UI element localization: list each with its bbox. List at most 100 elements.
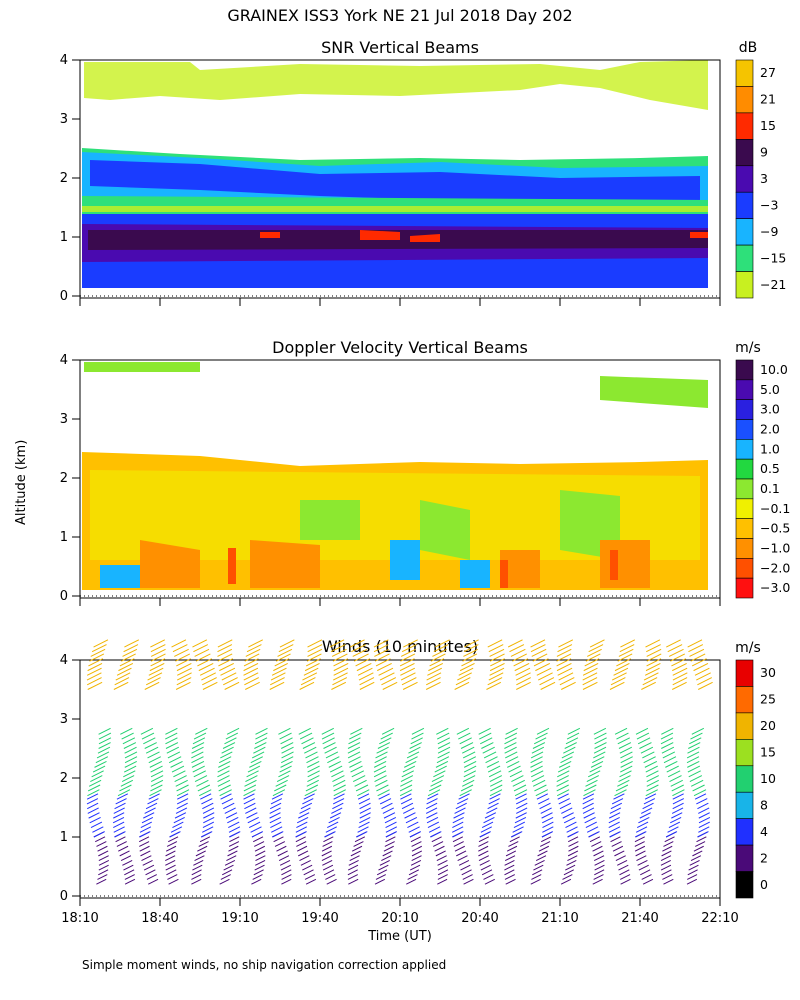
wind-barb bbox=[192, 737, 206, 745]
wind-barb bbox=[584, 784, 597, 792]
wind-barb bbox=[400, 648, 416, 657]
wind-barb bbox=[430, 831, 442, 838]
wind-barb bbox=[642, 677, 658, 686]
wind-barb bbox=[567, 855, 578, 862]
wind-barb bbox=[220, 667, 236, 676]
wind-barb bbox=[563, 746, 576, 754]
wind-barb bbox=[434, 845, 445, 852]
wind-barb bbox=[304, 746, 317, 754]
wind-barb bbox=[689, 737, 702, 745]
wind-barb bbox=[218, 658, 234, 667]
wind-barb bbox=[348, 737, 361, 745]
wind-barb bbox=[589, 639, 605, 648]
wind-barb bbox=[380, 732, 393, 740]
wind-barb bbox=[478, 845, 489, 852]
wind-barb bbox=[379, 737, 392, 745]
wind-barb bbox=[143, 864, 155, 871]
wind-barb bbox=[687, 639, 703, 648]
wind-barb bbox=[618, 648, 634, 657]
wind-barb bbox=[248, 639, 264, 648]
wind-barb bbox=[243, 658, 259, 667]
wind-barb bbox=[463, 878, 474, 885]
wind-barb bbox=[409, 831, 422, 838]
wind-barb bbox=[692, 784, 705, 792]
wind-barb bbox=[505, 756, 519, 764]
wind-barb bbox=[150, 784, 163, 792]
wind-barb bbox=[451, 826, 464, 833]
wind-barb bbox=[617, 859, 628, 866]
wind-barb bbox=[462, 775, 476, 782]
wind-barb bbox=[349, 760, 362, 768]
wind-barb bbox=[562, 812, 574, 819]
wind-barb bbox=[505, 727, 518, 735]
wind-barb bbox=[359, 677, 375, 686]
wind-barb bbox=[619, 746, 633, 754]
wind-barb bbox=[98, 850, 109, 857]
wind-barb bbox=[144, 807, 156, 814]
colorbar-label: 1.0 bbox=[760, 441, 780, 456]
wind-barb bbox=[201, 672, 216, 681]
wind-barb bbox=[644, 793, 657, 800]
wind-barb bbox=[191, 874, 202, 880]
doppler-top-echoes bbox=[84, 362, 708, 408]
colorbar-label: −9 bbox=[760, 224, 778, 239]
y-tick-label: 1 bbox=[60, 230, 68, 245]
wind-barb bbox=[147, 798, 159, 805]
wind-barb bbox=[224, 737, 237, 745]
wind-barb bbox=[672, 667, 688, 676]
wind-barb bbox=[331, 807, 343, 814]
wind-barb bbox=[619, 770, 632, 778]
wind-barb bbox=[505, 878, 516, 885]
wind-barb bbox=[329, 765, 343, 773]
wind-barb bbox=[221, 746, 234, 754]
wind-barb bbox=[143, 737, 156, 745]
wind-barb bbox=[321, 845, 333, 852]
wind-barb bbox=[222, 869, 233, 876]
wind-barb bbox=[245, 807, 257, 814]
y-tick-label: 3 bbox=[60, 712, 68, 727]
wind-barb bbox=[614, 662, 630, 672]
wind-barb bbox=[194, 855, 205, 862]
wind-barb bbox=[383, 845, 394, 852]
wind-barb bbox=[91, 770, 104, 778]
wind-barb bbox=[582, 793, 595, 800]
wind-barb bbox=[119, 784, 132, 792]
wind-barb bbox=[515, 812, 527, 819]
colorbar-label: −0.5 bbox=[760, 521, 790, 536]
doppler-heatmap bbox=[82, 362, 708, 590]
colorbar-label: −21 bbox=[760, 277, 786, 292]
wind-barb bbox=[463, 770, 477, 778]
colorbar-swatch bbox=[735, 712, 754, 740]
wind-barb bbox=[321, 732, 335, 740]
wind-barb bbox=[333, 789, 346, 797]
wind-barb bbox=[430, 653, 446, 662]
wind-barb bbox=[200, 793, 212, 800]
wind-barb bbox=[322, 859, 333, 866]
wind-barb bbox=[92, 826, 104, 833]
wind-barb bbox=[193, 644, 209, 653]
wind-barb bbox=[150, 648, 166, 657]
wind-barb bbox=[381, 802, 393, 810]
snr-panel-title: SNR Vertical Beams bbox=[321, 38, 479, 57]
wind-barb bbox=[488, 798, 500, 805]
wind-barb bbox=[357, 789, 370, 797]
wind-barb bbox=[663, 841, 674, 847]
wind-barb bbox=[348, 756, 361, 764]
wind-barb bbox=[203, 812, 215, 819]
wind-barb bbox=[437, 874, 448, 880]
wind-barb bbox=[512, 826, 524, 833]
wind-barb bbox=[255, 732, 268, 740]
wind-barb bbox=[347, 746, 361, 754]
wind-barb bbox=[250, 756, 263, 764]
wind-barb bbox=[166, 841, 178, 847]
wind-barb bbox=[536, 727, 550, 735]
wind-barb bbox=[616, 732, 629, 740]
wind-barb bbox=[355, 784, 369, 792]
wind-barb bbox=[430, 779, 443, 787]
y-tick-label: 0 bbox=[60, 289, 68, 304]
wind-barb bbox=[98, 737, 112, 745]
wind-barb bbox=[566, 732, 580, 740]
wind-barb bbox=[620, 760, 633, 768]
wind-barb bbox=[114, 831, 126, 838]
wind-barb bbox=[514, 816, 527, 824]
